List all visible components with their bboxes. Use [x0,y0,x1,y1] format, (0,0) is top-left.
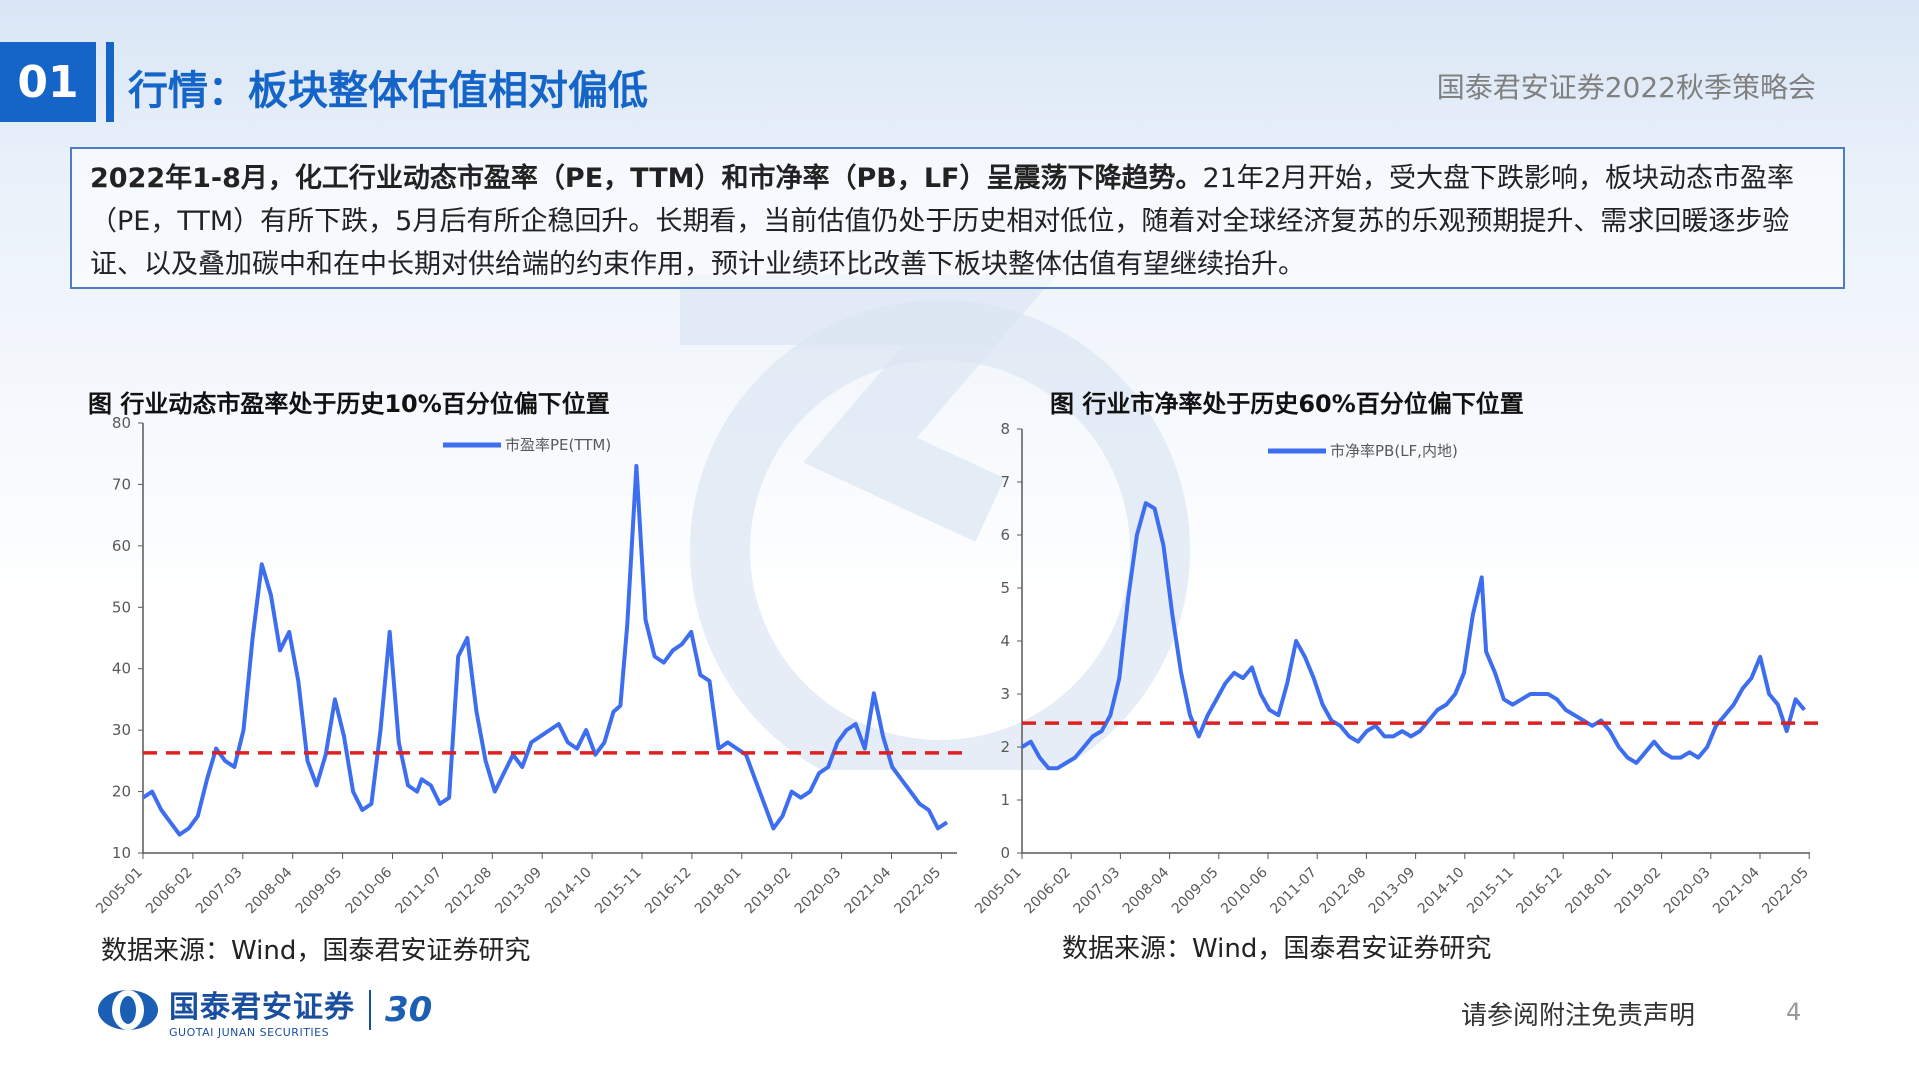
y-tick-label: 80 [112,414,131,432]
section-number: 01 [0,42,96,122]
x-tick-label: 2020-03 [792,865,845,918]
y-tick-label: 60 [112,537,131,555]
page-number: 4 [1786,998,1802,1026]
y-tick-label: 30 [112,721,131,739]
x-tick-label: 2008-04 [1120,864,1173,917]
legend-label: 市盈率PE(TTM) [505,436,611,454]
x-tick-label: 2007-03 [193,865,246,918]
title-accent-bar [106,42,114,122]
x-tick-label: 2011-07 [393,865,446,918]
series-line [1020,501,1806,771]
y-tick-label: 6 [1000,526,1010,544]
chart2-source: 数据来源：Wind，国泰君安证券研究 [1062,934,1492,964]
y-tick-label: 50 [112,598,131,616]
summary-box: 2022年1-8月，化工行业动态市盈率（PE，TTM）和市净率（PB，LF）呈震… [70,147,1845,289]
x-tick-label: 2013-09 [492,865,545,918]
pe-chart: 10203040506070802005-012006-022007-03200… [93,414,969,918]
x-tick-label: 2022-05 [1759,865,1812,918]
y-tick-label: 5 [1000,579,1010,597]
pb-chart: 0 1 2 3 4 5 6 7 8 2005-012006-022007-032008-04200… [972,420,1822,918]
anniversary-30-logo: 30 [385,990,433,1030]
x-tick-label: 2009-05 [293,865,346,918]
x-tick-label: 2005-01 [972,865,1025,918]
disclaimer-text: 请参阅附注免责声明 [1461,1001,1696,1031]
x-tick-label: 2015-11 [592,865,645,918]
x-tick-label: 2014-10 [542,865,595,918]
x-tick-label: 2011-07 [1267,865,1320,918]
y-tick-label: 7 [1000,473,1010,491]
summary-text: 21年2月开始，受大盘下跌影响，板块动态市盈率（PE，TTM）有所下跌，5月后有… [90,163,1795,280]
x-tick-label: 2021-04 [842,864,895,917]
x-tick-label: 2008-04 [243,864,296,917]
x-tick-label: 2022-05 [892,865,945,918]
y-tick-label: 70 [112,475,131,493]
x-tick-label: 2012-08 [442,865,495,918]
conference-name: 国泰君安证券2022秋季策略会 [1436,71,1816,104]
x-tick-label: 2010-06 [1218,864,1271,917]
x-tick-label: 2019-02 [1612,865,1665,918]
chart2-title: 图 行业市净率处于历史60%百分位偏下位置 [1050,390,1524,418]
x-tick-label: 2014-10 [1415,865,1468,918]
x-tick-label: 2005-01 [93,865,146,918]
x-tick-label: 2016-12 [1513,865,1566,918]
y-tick-label: 10 [112,844,131,862]
page-title: 行情：板块整体估值相对偏低 [128,68,648,114]
logo-name-en: GUOTAI JUNAN SECURITIES [169,1025,330,1039]
chart1-title: 图 行业动态市盈率处于历史10%百分位偏下位置 [88,390,610,418]
x-tick-label: 2015-11 [1464,865,1517,918]
y-tick-label: 3 [1000,685,1010,703]
y-tick-label: 2 [1000,738,1010,756]
y-tick-label: 20 [112,783,131,801]
x-tick-label: 2019-02 [742,865,795,918]
x-tick-label: 2018-01 [692,865,745,918]
summary-highlight: 2022年1-8月，化工行业动态市盈率（PE，TTM）和市净率（PB，LF）呈震… [90,163,1203,194]
x-tick-label: 2010-06 [343,864,396,917]
anniversary-watermark [680,275,1190,770]
logo-emblem-icon [98,990,158,1030]
x-tick-label: 2013-09 [1366,865,1419,918]
y-tick-label: 0 [1000,844,1010,862]
company-logo: 国泰君安证券 GUOTAI JUNAN SECURITIES 30 [97,985,433,1039]
x-tick-label: 2012-08 [1317,865,1370,918]
x-tick-label: 2006-02 [143,865,196,918]
y-tick-label: 4 [1000,632,1010,650]
x-tick-label: 2016-12 [642,865,695,918]
x-tick-label: 2007-03 [1071,865,1124,918]
x-tick-label: 2018-01 [1563,865,1616,918]
y-tick-label: 8 [1000,420,1010,438]
x-tick-label: 2021-04 [1710,864,1763,917]
x-tick-label: 2020-03 [1661,865,1714,918]
y-tick-label: 1 [1000,791,1010,809]
logo-name-cn: 国泰君安证券 [169,989,355,1025]
series-line [141,464,949,837]
y-tick-label: 40 [112,660,131,678]
chart1-source: 数据来源：Wind，国泰君安证券研究 [101,936,531,966]
legend-label: 市净率PB(LF,内地) [1330,442,1458,460]
x-tick-label: 2006-02 [1021,865,1074,918]
x-tick-label: 2009-05 [1169,865,1222,918]
